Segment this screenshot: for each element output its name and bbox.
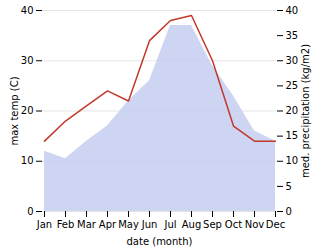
svg-text:40: 40 — [21, 5, 34, 16]
svg-text:max temp (C): max temp (C) — [9, 76, 20, 145]
svg-text:Oct: Oct — [225, 219, 242, 230]
svg-text:med. precipitation (kg/m2): med. precipitation (kg/m2) — [300, 44, 311, 178]
svg-text:10: 10 — [286, 155, 299, 166]
svg-text:Mar: Mar — [77, 219, 97, 230]
svg-text:15: 15 — [286, 130, 299, 141]
svg-text:Apr: Apr — [99, 219, 117, 230]
svg-text:5: 5 — [286, 181, 292, 192]
svg-text:Aug: Aug — [182, 219, 202, 230]
svg-text:20: 20 — [286, 105, 299, 116]
svg-text:May: May — [118, 219, 139, 230]
svg-text:Sep: Sep — [203, 219, 222, 230]
svg-text:date (month): date (month) — [127, 236, 193, 247]
svg-text:30: 30 — [286, 55, 299, 66]
svg-text:25: 25 — [286, 80, 299, 91]
svg-text:0: 0 — [27, 206, 33, 217]
svg-text:20: 20 — [21, 105, 34, 116]
svg-text:0: 0 — [286, 206, 292, 217]
svg-text:40: 40 — [286, 5, 299, 16]
svg-text:Nov: Nov — [245, 219, 265, 230]
svg-text:Jun: Jun — [141, 219, 158, 230]
svg-text:35: 35 — [286, 30, 299, 41]
svg-text:Dec: Dec — [266, 219, 285, 230]
svg-text:10: 10 — [21, 155, 34, 166]
svg-text:Feb: Feb — [57, 219, 75, 230]
svg-text:30: 30 — [21, 55, 34, 66]
svg-text:Jul: Jul — [163, 219, 176, 230]
svg-text:Jan: Jan — [36, 219, 52, 230]
